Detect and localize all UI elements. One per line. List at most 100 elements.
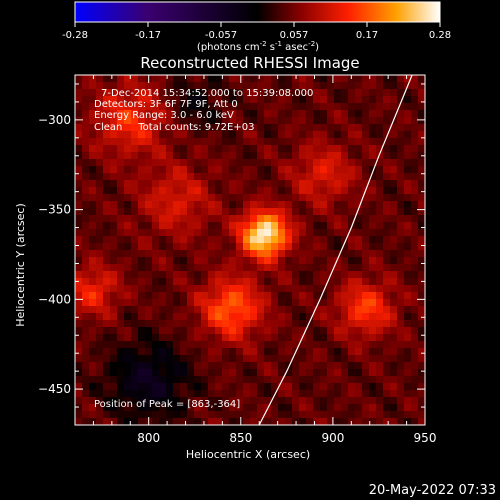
- heatmap-cell: [271, 383, 279, 391]
- heatmap-cell: [299, 376, 307, 384]
- heatmap-cell: [418, 159, 425, 167]
- heatmap-cell: [201, 390, 209, 398]
- heatmap-cell: [124, 215, 132, 223]
- heatmap-cell: [306, 383, 314, 391]
- heatmap-cell: [271, 313, 279, 321]
- heatmap-cell: [82, 383, 90, 391]
- heatmap-cell: [404, 96, 412, 104]
- heatmap-cell: [166, 159, 174, 167]
- heatmap-cell: [383, 320, 391, 328]
- heatmap-cell: [390, 320, 398, 328]
- heatmap-cell: [278, 292, 286, 300]
- heatmap-cell: [215, 117, 223, 125]
- heatmap-cell: [131, 292, 139, 300]
- heatmap-cell: [369, 236, 377, 244]
- heatmap-cell: [103, 96, 111, 104]
- heatmap-cell: [376, 75, 384, 83]
- heatmap-cell: [285, 264, 293, 272]
- heatmap-cell: [131, 355, 139, 363]
- heatmap-cell: [334, 292, 342, 300]
- heatmap-cell: [75, 166, 83, 174]
- heatmap-cell: [264, 341, 272, 349]
- heatmap-cell: [250, 327, 258, 335]
- heatmap-cell: [390, 390, 398, 398]
- heatmap-cell: [397, 355, 405, 363]
- heatmap-cell: [348, 138, 356, 146]
- heatmap-cell: [376, 292, 384, 300]
- heatmap-cell: [138, 257, 146, 265]
- heatmap-cell: [180, 208, 188, 216]
- heatmap-cell: [201, 201, 209, 209]
- heatmap-cell: [341, 75, 349, 83]
- heatmap-cell: [131, 152, 139, 160]
- heatmap-cell: [355, 278, 363, 286]
- heatmap-cell: [320, 159, 328, 167]
- heatmap-cell: [96, 278, 104, 286]
- heatmap-cell: [180, 243, 188, 251]
- heatmap-cell: [131, 222, 139, 230]
- heatmap-cell: [348, 89, 356, 97]
- heatmap-cell: [166, 327, 174, 335]
- heatmap-cell: [278, 411, 286, 419]
- heatmap-cell: [117, 292, 125, 300]
- heatmap-cell: [89, 159, 97, 167]
- heatmap-cell: [187, 124, 195, 132]
- heatmap-cell: [243, 271, 251, 279]
- heatmap-cell: [285, 348, 293, 356]
- heatmap-cell: [404, 117, 412, 125]
- heatmap-cell: [103, 250, 111, 258]
- heatmap-cell: [271, 376, 279, 384]
- heatmap-cell: [236, 362, 244, 370]
- heatmap-cell: [355, 173, 363, 181]
- heatmap-cell: [138, 173, 146, 181]
- heatmap-cell: [75, 208, 83, 216]
- heatmap-cell: [369, 355, 377, 363]
- heatmap-cell: [278, 152, 286, 160]
- heatmap-cell: [362, 250, 370, 258]
- heatmap-cell: [194, 208, 202, 216]
- heatmap-cell: [313, 82, 321, 90]
- heatmap-cell: [243, 173, 251, 181]
- heatmap-cell: [257, 96, 265, 104]
- heatmap-cell: [327, 411, 335, 419]
- heatmap-cell: [264, 187, 272, 195]
- heatmap-cell: [390, 264, 398, 272]
- heatmap-cell: [229, 117, 237, 125]
- heatmap-cell: [236, 117, 244, 125]
- heatmap-cell: [215, 82, 223, 90]
- heatmap-cell: [271, 166, 279, 174]
- heatmap-cell: [138, 250, 146, 258]
- heatmap-cell: [208, 82, 216, 90]
- heatmap-cell: [187, 355, 195, 363]
- heatmap-cell: [124, 390, 132, 398]
- heatmap-cell: [180, 180, 188, 188]
- heatmap-cell: [82, 271, 90, 279]
- heatmap-cell: [82, 411, 90, 419]
- heatmap-cell: [327, 327, 335, 335]
- heatmap-cell: [180, 320, 188, 328]
- heatmap-cell: [180, 201, 188, 209]
- heatmap-cell: [369, 201, 377, 209]
- heatmap-cell: [299, 103, 307, 111]
- heatmap-cell: [292, 376, 300, 384]
- heatmap-cell: [173, 271, 181, 279]
- heatmap-cell: [292, 334, 300, 342]
- heatmap-cell: [383, 369, 391, 377]
- heatmap-cell: [362, 82, 370, 90]
- heatmap-cell: [159, 376, 167, 384]
- heatmap-cell: [82, 390, 90, 398]
- heatmap-cell: [376, 159, 384, 167]
- heatmap-cell: [89, 89, 97, 97]
- heatmap-cell: [159, 222, 167, 230]
- heatmap-cell: [299, 418, 307, 425]
- heatmap-cell: [96, 96, 104, 104]
- heatmap-cell: [110, 89, 118, 97]
- heatmap-cell: [82, 152, 90, 160]
- heatmap-cell: [271, 180, 279, 188]
- heatmap-cell: [257, 89, 265, 97]
- heatmap-cell: [89, 292, 97, 300]
- heatmap-cell: [271, 320, 279, 328]
- heatmap-cell: [96, 75, 104, 83]
- heatmap-cell: [271, 243, 279, 251]
- heatmap-cell: [201, 131, 209, 139]
